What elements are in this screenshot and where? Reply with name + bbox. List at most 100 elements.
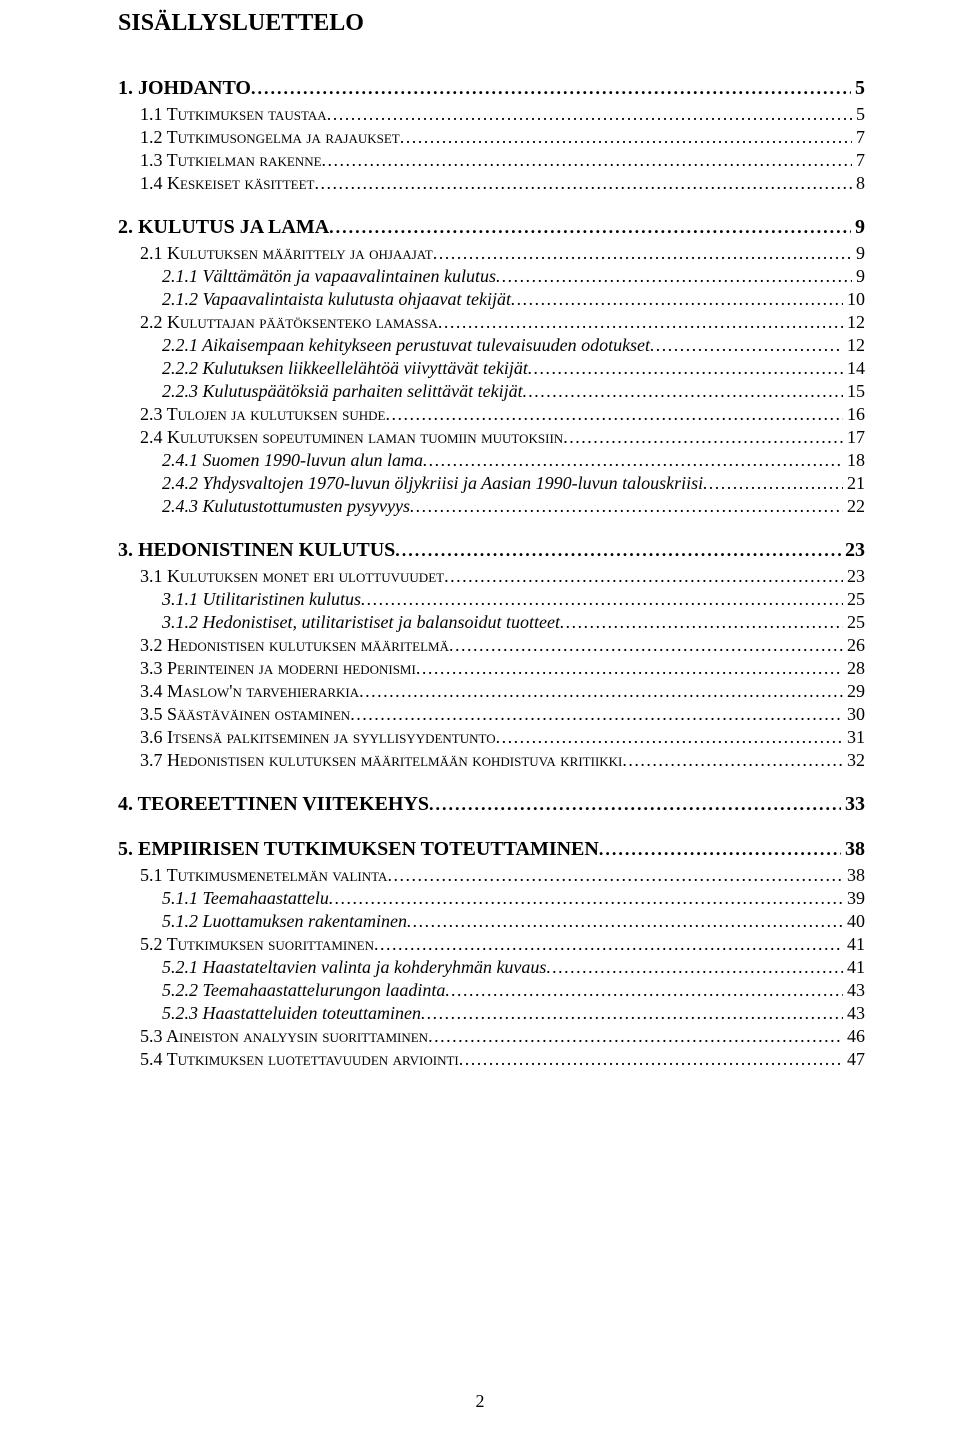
toc-label: 3.2 Hedonistisen kulutuksen määritelmä (140, 635, 449, 656)
toc-page: 5 (851, 77, 865, 100)
toc-page: 38 (843, 865, 865, 886)
toc-leader-dots (407, 911, 843, 932)
toc-label: 2.2.1 Aikaisempaan kehitykseen perustuva… (162, 335, 650, 356)
toc-entry: 5.2.3 Haastatteluiden toteuttaminen43 (162, 1003, 865, 1024)
toc-leader-dots (511, 289, 843, 310)
toc-page: 32 (843, 750, 865, 771)
toc-leader-dots (428, 1026, 843, 1047)
toc-page: 12 (843, 312, 865, 333)
toc-page: 30 (843, 704, 865, 725)
toc-page: 26 (843, 635, 865, 656)
toc-page: 22 (843, 496, 865, 517)
toc-entry: 3.5 Säästäväinen ostaminen 30 (140, 704, 865, 725)
toc-entry: 3.1.1 Utilitaristinen kulutus25 (162, 589, 865, 610)
toc-label: 2.2.2 Kulutuksen liikkeellelähtöä viivyt… (162, 358, 528, 379)
toc-label: 5.3 Aineiston analyysin suorittaminen (140, 1026, 428, 1047)
toc-label: 1.3 Tutkielman rakenne (140, 150, 322, 171)
toc-leader-dots (599, 839, 841, 860)
toc-entry: 3.7 Hedonistisen kulutuksen määritelmään… (140, 750, 865, 771)
toc-label: 3.1 Kulutuksen monet eri ulottuvuudet (140, 566, 444, 587)
toc-page: 9 (851, 216, 865, 239)
toc-entry: 5.1 Tutkimusmenetelmän valinta38 (140, 865, 865, 886)
toc-label: 3.3 Perinteinen ja moderni hedonismi (140, 658, 416, 679)
toc-page: 23 (843, 566, 865, 587)
toc-entry: 3.4 Maslow'n tarvehierarkia29 (140, 681, 865, 702)
toc-leader-dots (410, 496, 843, 517)
toc-page: 12 (843, 335, 865, 356)
toc-entry: 2.1.1 Välttämätön ja vapaavalintainen ku… (162, 266, 865, 287)
toc-page: 41 (843, 957, 865, 978)
toc-leader-dots (385, 404, 843, 425)
toc-label: 3. HEDONISTINEN KULUTUS (118, 539, 395, 562)
toc-leader-dots (449, 635, 843, 656)
toc-label: 5.2.1 Haastateltavien valinta ja kohdery… (162, 957, 546, 978)
toc-leader-dots (433, 243, 852, 264)
toc-page: 25 (843, 589, 865, 610)
toc-leader-dots (650, 335, 843, 356)
toc-leader-dots (400, 127, 852, 148)
toc-label: 1.2 Tutkimusongelma ja rajaukset (140, 127, 400, 148)
toc-page: 9 (852, 266, 865, 287)
toc-entry: 2.3 Tulojen ja kulutuksen suhde16 (140, 404, 865, 425)
toc-entry: 2.2.2 Kulutuksen liikkeellelähtöä viivyt… (162, 358, 865, 379)
toc-page: 14 (843, 358, 865, 379)
toc-entry: 1.1 Tutkimuksen taustaa 5 (140, 104, 865, 125)
toc-label: 1.1 Tutkimuksen taustaa (140, 104, 327, 125)
toc-leader-dots (622, 750, 843, 771)
toc-label: 5.2.2 Teemahaastattelurungon laadinta (162, 980, 445, 1001)
toc-entry: 2.1.2 Vapaavalintaista kulutusta ohjaava… (162, 289, 865, 310)
toc-page: 5 (852, 104, 865, 125)
toc-leader-dots (560, 612, 843, 633)
toc-page: 47 (843, 1049, 865, 1070)
toc-page: 33 (841, 793, 865, 816)
toc-leader-dots (416, 658, 843, 679)
toc-label: 1.4 Keskeiset käsitteet (140, 173, 314, 194)
toc-entry: 2.4.1 Suomen 1990-luvun alun lama18 (162, 450, 865, 471)
toc-entry: 5.2.2 Teemahaastattelurungon laadinta 43 (162, 980, 865, 1001)
toc-page: 9 (852, 243, 865, 264)
toc-entry: 2.2.1 Aikaisempaan kehitykseen perustuva… (162, 335, 865, 356)
toc-leader-dots (421, 1003, 843, 1024)
toc-page: 10 (843, 289, 865, 310)
toc-page: 39 (843, 888, 865, 909)
toc-leader-dots (459, 1049, 843, 1070)
toc-page: 38 (841, 838, 865, 861)
toc-entry: 2.4 Kulutuksen sopeutuminen laman tuomii… (140, 427, 865, 448)
toc-label: 3.1.2 Hedonistiset, utilitaristiset ja b… (162, 612, 560, 633)
toc-page: 43 (843, 980, 865, 1001)
toc-label: 5.2.3 Haastatteluiden toteuttaminen (162, 1003, 421, 1024)
toc-page: 23 (841, 539, 865, 562)
toc-leader-dots (546, 957, 843, 978)
toc-entry: 3.6 Itsensä palkitseminen ja syyllisyyde… (140, 727, 865, 748)
page: SISÄLLYSLUETTELO 1. JOHDANTO51.1 Tutkimu… (0, 0, 960, 1434)
toc-leader-dots (327, 104, 852, 125)
toc-page: 17 (843, 427, 865, 448)
toc-entry: 1.2 Tutkimusongelma ja rajaukset7 (140, 127, 865, 148)
toc-page: 15 (843, 381, 865, 402)
toc-entry: 3. HEDONISTINEN KULUTUS 23 (118, 539, 865, 562)
toc-page: 16 (843, 404, 865, 425)
toc-label: 4. TEOREETTINEN VIITEKEHYS (118, 793, 429, 816)
toc-page: 40 (843, 911, 865, 932)
toc-label: 3.5 Säästäväinen ostaminen (140, 704, 350, 725)
toc-entry: 2.2.3 Kulutuspäätöksiä parhaiten selittä… (162, 381, 865, 402)
toc-leader-dots (395, 540, 841, 561)
toc-entry: 2.1 Kulutuksen määrittely ja ohjaajat9 (140, 243, 865, 264)
toc-entry: 2.4.3 Kulutustottumusten pysyvyys22 (162, 496, 865, 517)
toc-entry: 3.1 Kulutuksen monet eri ulottuvuudet 23 (140, 566, 865, 587)
toc-entry: 3.3 Perinteinen ja moderni hedonismi 28 (140, 658, 865, 679)
toc-leader-dots (429, 794, 841, 815)
toc-label: 5.1.2 Luottamuksen rakentaminen (162, 911, 407, 932)
toc-leader-dots (563, 427, 843, 448)
toc-label: 2. KULUTUS JA LAMA (118, 216, 329, 239)
toc-page: 21 (843, 473, 865, 494)
toc-entry: 5.1.2 Luottamuksen rakentaminen 40 (162, 911, 865, 932)
toc-entry: 5.4 Tutkimuksen luotettavuuden arviointi… (140, 1049, 865, 1070)
toc-leader-dots (523, 381, 843, 402)
toc-label: 2.4 Kulutuksen sopeutuminen laman tuomii… (140, 427, 563, 448)
toc-page: 28 (843, 658, 865, 679)
toc-leader-dots (251, 78, 851, 99)
toc-label: 5. EMPIIRISEN TUTKIMUKSEN TOTEUTTAMINEN (118, 838, 599, 861)
toc-label: 5.2 Tutkimuksen suorittaminen (140, 934, 374, 955)
toc-label: 1. JOHDANTO (118, 77, 251, 100)
